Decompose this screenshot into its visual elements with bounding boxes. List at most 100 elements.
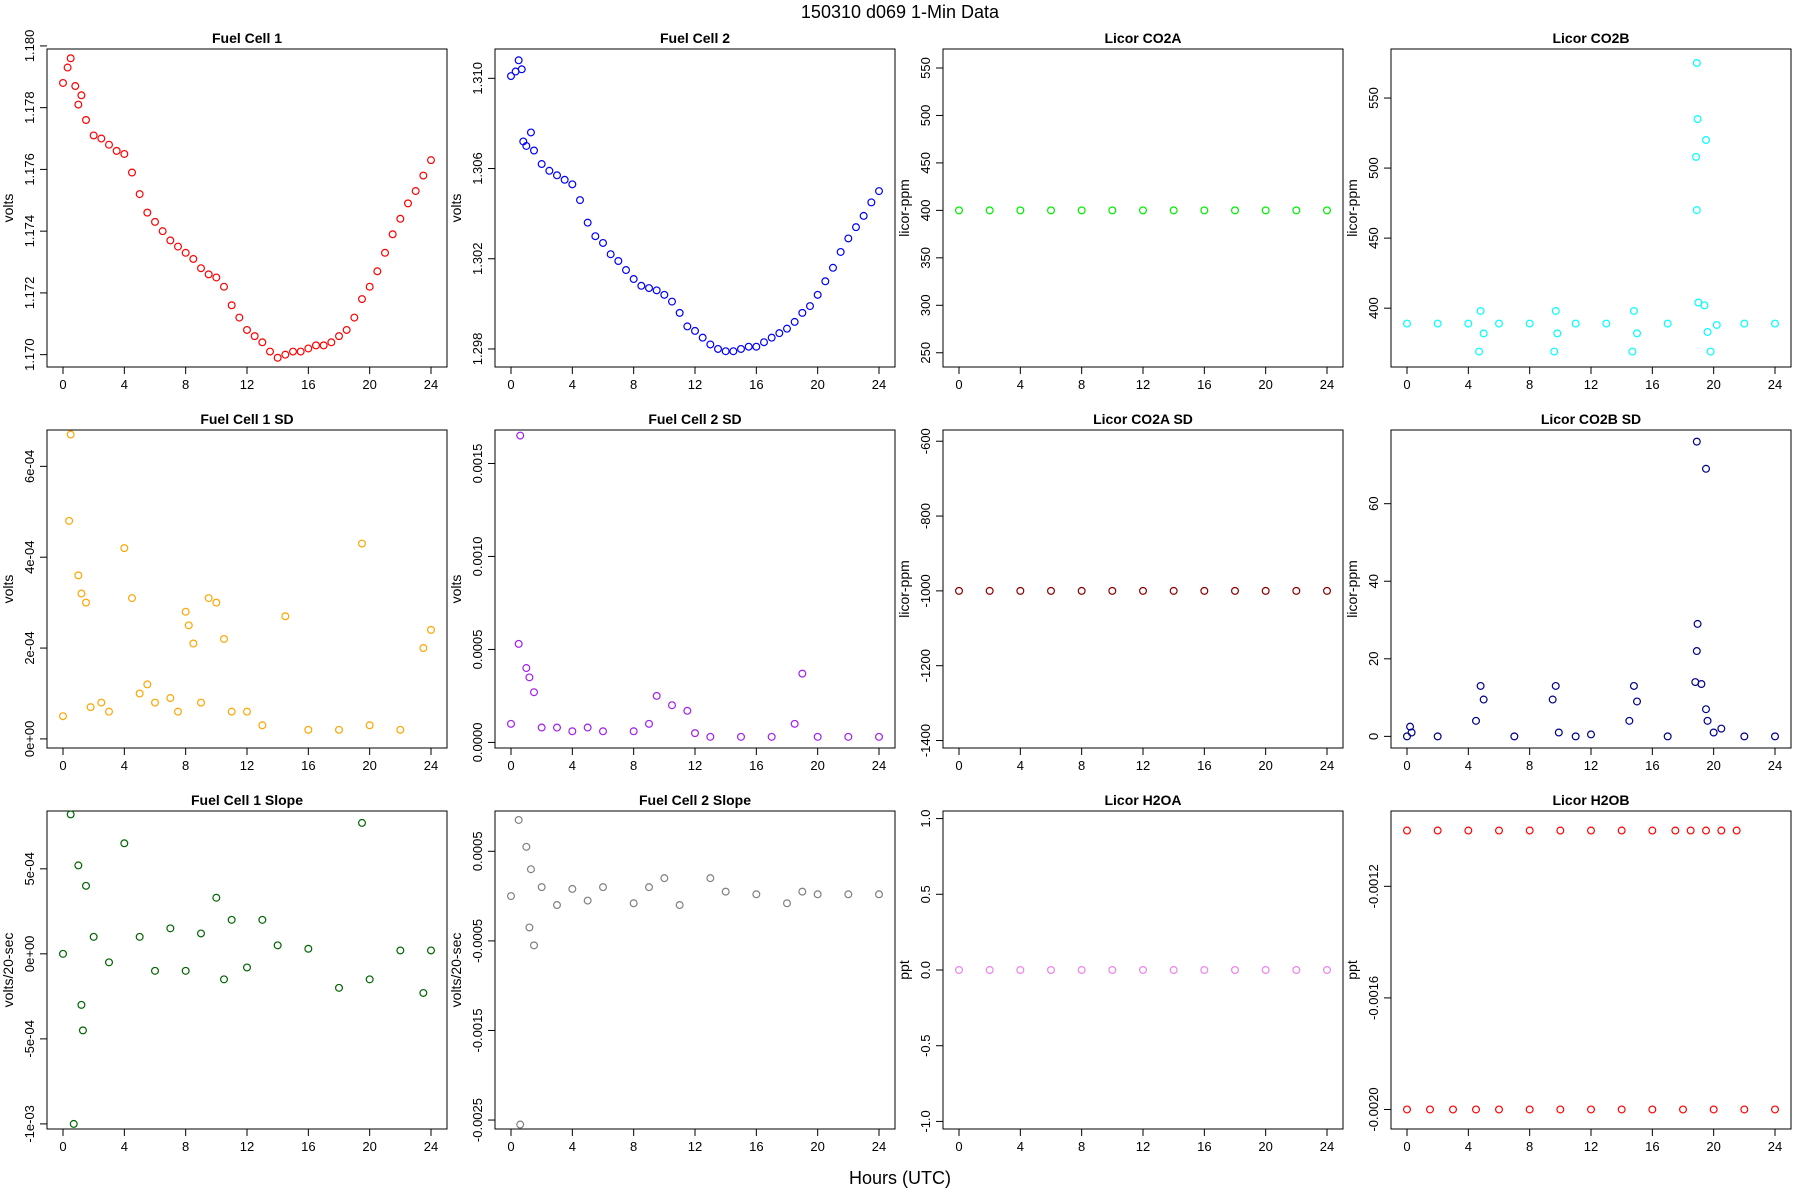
data-point [537,883,546,892]
x-tick-label: 20 [1706,758,1720,773]
data-point [143,680,152,689]
x-tick-label: 24 [424,758,438,773]
y-tick-label: 1.178 [22,91,37,124]
data-point [1046,965,1055,974]
data-point [1678,1105,1687,1114]
data-point [1556,826,1565,835]
data-point [104,707,113,716]
data-point [66,430,75,439]
y-axis-label: licor-ppm [1344,560,1360,618]
data-point [1230,586,1239,595]
data-point [690,326,699,335]
data-point [537,160,546,169]
data-point [1138,965,1147,974]
data-point [1770,319,1779,328]
data-point [1740,1105,1749,1114]
data-point [621,266,630,275]
data-point [212,273,221,282]
panel-title: Licor H2OA [1104,792,1181,808]
data-point [1476,306,1485,315]
data-point [614,257,623,266]
data-point [644,719,653,728]
y-tick-label: 20 [1366,652,1381,666]
x-tick-label: 4 [1017,377,1024,392]
data-point [1602,319,1611,328]
x-tick-label: 4 [121,377,128,392]
data-point [1586,730,1595,739]
data-point [381,248,390,257]
data-point [212,893,221,902]
data-point [652,286,661,295]
data-point [1261,965,1270,974]
data-point [529,146,538,155]
x-tick-label: 16 [749,758,763,773]
data-point [78,1026,87,1035]
y-tick-label: -600 [918,428,933,454]
data-point [1169,586,1178,595]
x-tick-label: 8 [182,1139,189,1154]
data-point [1402,319,1411,328]
data-point [151,698,160,707]
y-axis-label: ppt [1344,960,1360,980]
y-axis-label: licor-ppm [896,179,912,237]
y-tick-label: -1400 [918,724,933,757]
data-point [667,297,676,306]
x-tick-label: 24 [872,1139,886,1154]
y-tick-label: 1.174 [22,215,37,248]
data-point [1617,826,1626,835]
data-point [335,332,344,341]
x-tick-label: 0 [955,377,962,392]
data-point [1709,1105,1718,1114]
x-tick-label: 20 [362,758,376,773]
data-point [1402,826,1411,835]
data-point [104,958,113,967]
x-tick-label: 12 [1584,1139,1598,1154]
data-point [1200,586,1209,595]
plot-frame [46,429,448,749]
x-tick-label: 20 [362,1139,376,1154]
data-point [867,198,876,207]
data-point [365,721,374,730]
data-point [1200,206,1209,215]
x-tick-label: 20 [1258,377,1272,392]
data-point [151,966,160,975]
data-point [281,350,290,359]
data-point [790,719,799,728]
data-point [782,899,791,908]
data-point [767,732,776,741]
data-point [522,664,531,673]
data-point [529,688,538,697]
data-point [204,594,213,603]
data-point [1740,732,1749,741]
x-tick-label: 0 [1403,1139,1410,1154]
y-tick-label: 1.176 [22,153,37,186]
y-tick-label: 0.5 [918,885,933,903]
data-point [813,732,822,741]
data-point [388,230,397,239]
data-point [1671,826,1680,835]
data-point [220,975,229,984]
plot-frame [942,429,1344,749]
data-point [637,281,646,290]
panel-title: Licor CO2A SD [1093,411,1193,427]
x-tick-label: 16 [301,377,315,392]
data-point [1648,1105,1657,1114]
data-point [419,644,428,653]
data-point [713,344,722,353]
data-point [813,890,822,899]
y-tick-label: 0e+00 [22,936,37,973]
y-axis-label: volts/20-sec [448,933,464,1008]
data-point [759,338,768,347]
y-tick-label: 1.310 [470,62,485,95]
data-point [821,277,830,286]
x-tick-label: 8 [630,377,637,392]
data-point [514,56,523,65]
data-point [358,818,367,827]
data-point [1407,728,1416,737]
data-point [736,344,745,353]
data-point [327,338,336,347]
panel-title: Fuel Cell 1 [212,30,282,46]
data-point [798,669,807,678]
data-point [560,175,569,184]
data-point [128,168,137,177]
